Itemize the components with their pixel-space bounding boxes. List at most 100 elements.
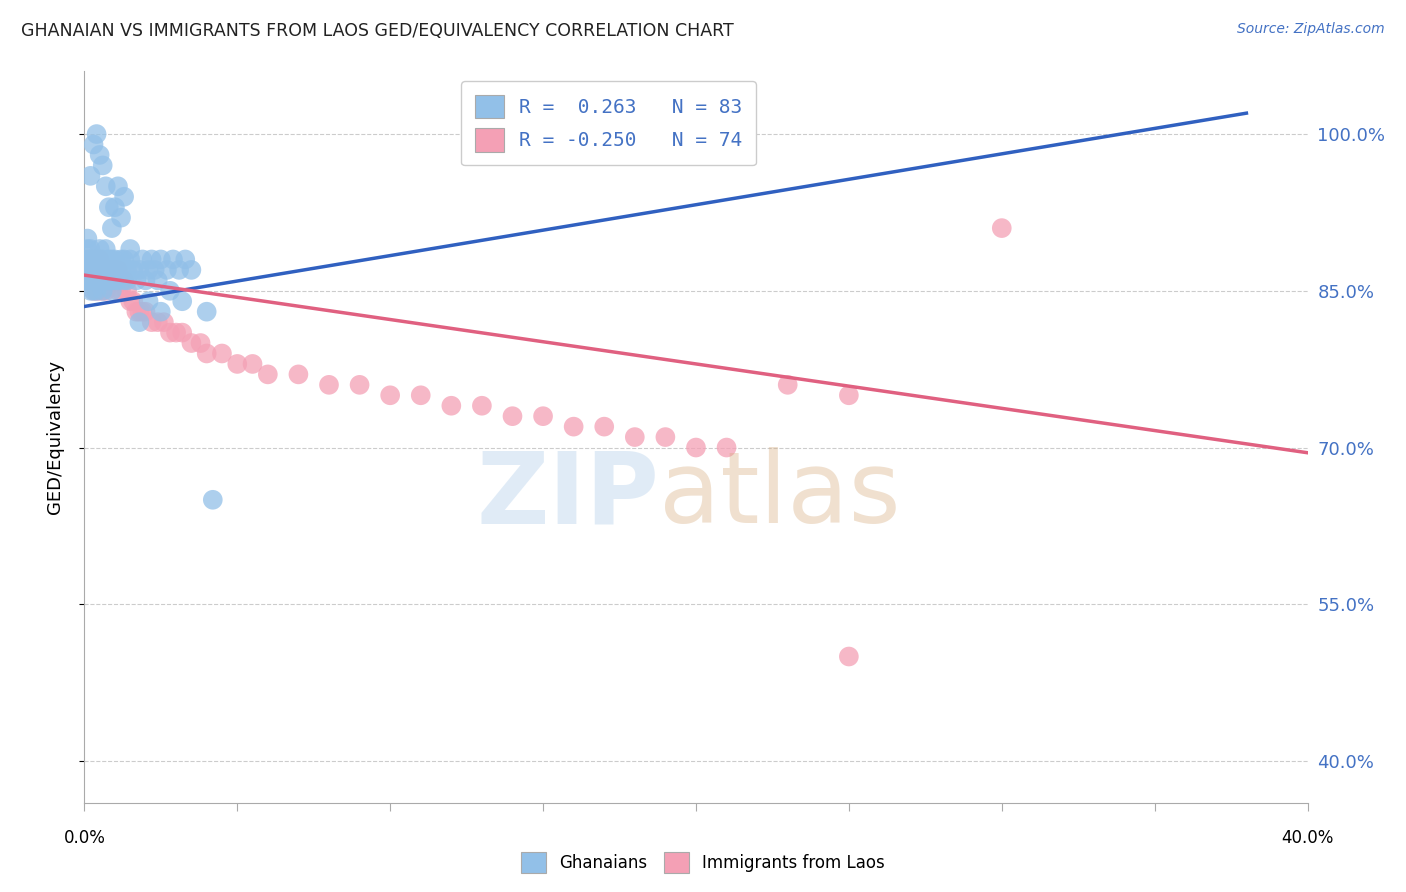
Point xyxy=(110,263,132,277)
Point xyxy=(172,326,194,340)
Point xyxy=(174,252,197,267)
Point xyxy=(79,252,101,267)
Point xyxy=(86,273,108,287)
Y-axis label: GED/Equivalency: GED/Equivalency xyxy=(45,360,63,514)
Point xyxy=(471,399,494,413)
Point xyxy=(838,649,860,664)
Point xyxy=(167,263,190,277)
Point xyxy=(83,263,105,277)
Point xyxy=(138,294,160,309)
Point xyxy=(257,368,280,382)
Point xyxy=(128,304,150,318)
Point xyxy=(79,242,101,256)
Point xyxy=(226,357,249,371)
Point xyxy=(76,231,98,245)
Point xyxy=(122,294,145,309)
Point xyxy=(318,377,340,392)
Point xyxy=(83,252,105,267)
Point xyxy=(112,190,135,204)
Point xyxy=(86,284,108,298)
Point xyxy=(135,273,157,287)
Point xyxy=(76,252,98,267)
Point xyxy=(156,263,179,277)
Point xyxy=(97,263,120,277)
Point xyxy=(89,273,111,287)
Point xyxy=(180,336,202,351)
Point xyxy=(141,252,163,267)
Point xyxy=(211,346,233,360)
Point xyxy=(79,263,101,277)
Point xyxy=(125,273,148,287)
Point xyxy=(165,326,187,340)
Point xyxy=(91,263,114,277)
Point xyxy=(101,221,124,235)
Point xyxy=(94,242,117,256)
Point xyxy=(94,263,117,277)
Point xyxy=(685,441,707,455)
Point xyxy=(89,252,111,267)
Point xyxy=(195,304,218,318)
Point xyxy=(991,221,1014,235)
Point xyxy=(146,273,169,287)
Point xyxy=(94,179,117,194)
Point xyxy=(89,242,111,256)
Point xyxy=(195,346,218,360)
Point xyxy=(201,492,224,507)
Point xyxy=(101,273,124,287)
Point xyxy=(143,263,166,277)
Point xyxy=(97,252,120,267)
Point xyxy=(89,263,111,277)
Point xyxy=(86,252,108,267)
Point xyxy=(135,304,157,318)
Point xyxy=(101,273,124,287)
Point xyxy=(120,294,142,309)
Point xyxy=(76,242,98,256)
Point xyxy=(94,284,117,298)
Point xyxy=(86,252,108,267)
Point xyxy=(91,284,114,298)
Text: GHANAIAN VS IMMIGRANTS FROM LAOS GED/EQUIVALENCY CORRELATION CHART: GHANAIAN VS IMMIGRANTS FROM LAOS GED/EQU… xyxy=(21,22,734,40)
Point xyxy=(91,273,114,287)
Point xyxy=(531,409,554,424)
Legend: R =  0.263   N = 83, R = -0.250   N = 74: R = 0.263 N = 83, R = -0.250 N = 74 xyxy=(461,81,756,166)
Point xyxy=(91,273,114,287)
Point xyxy=(79,273,101,287)
Point xyxy=(115,284,138,298)
Point xyxy=(776,377,799,392)
Point xyxy=(97,273,120,287)
Point xyxy=(380,388,402,402)
Point xyxy=(83,252,105,267)
Point xyxy=(91,252,114,267)
Point xyxy=(125,304,148,318)
Point xyxy=(128,263,150,277)
Point xyxy=(115,273,138,287)
Point xyxy=(76,263,98,277)
Point xyxy=(107,179,129,194)
Point xyxy=(162,252,184,267)
Text: 0.0%: 0.0% xyxy=(63,829,105,847)
Point xyxy=(79,169,101,183)
Point xyxy=(94,273,117,287)
Point xyxy=(593,419,616,434)
Point xyxy=(97,263,120,277)
Point xyxy=(83,284,105,298)
Point xyxy=(104,263,127,277)
Point xyxy=(112,252,135,267)
Point xyxy=(97,200,120,214)
Point xyxy=(76,273,98,287)
Point xyxy=(76,252,98,267)
Point xyxy=(83,273,105,287)
Point xyxy=(79,273,101,287)
Point xyxy=(440,399,463,413)
Point xyxy=(409,388,432,402)
Point xyxy=(104,263,127,277)
Point xyxy=(159,326,181,340)
Point xyxy=(122,263,145,277)
Point xyxy=(107,263,129,277)
Point xyxy=(128,315,150,329)
Point xyxy=(83,273,105,287)
Point xyxy=(94,263,117,277)
Text: Source: ZipAtlas.com: Source: ZipAtlas.com xyxy=(1237,22,1385,37)
Point xyxy=(149,252,172,267)
Point xyxy=(110,211,132,225)
